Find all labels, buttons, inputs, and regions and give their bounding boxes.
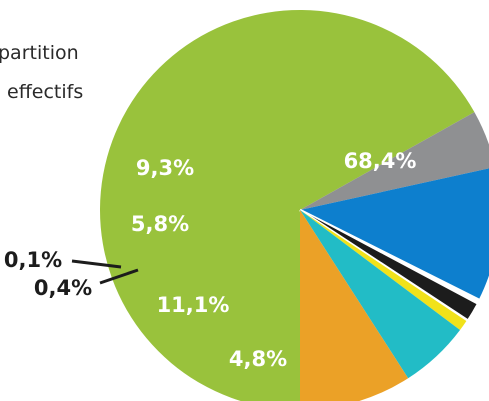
pie-slice — [299, 208, 481, 306]
chart-title-line-1: partition — [0, 42, 79, 64]
pie-slice — [299, 208, 469, 323]
pie-slice — [300, 168, 489, 300]
chart-title-line-2: effectifs — [7, 81, 84, 103]
pie-slice — [99, 10, 475, 401]
pie-slice — [300, 210, 409, 401]
slice-label: 9,3% — [136, 156, 194, 180]
pie-slice — [300, 112, 489, 210]
leader-line — [71, 259, 122, 269]
slice-label: 68,4% — [344, 149, 417, 173]
leader-line — [99, 268, 139, 285]
slice-label: 11,1% — [157, 293, 230, 317]
slice-label: 4,8% — [229, 347, 287, 371]
slice-label: 5,8% — [131, 212, 189, 236]
slice-label: 0,4% — [34, 276, 92, 300]
pie-slice — [300, 210, 477, 320]
pie-slice — [300, 210, 467, 330]
pie-slice — [300, 210, 461, 379]
slice-label: 0,1% — [4, 248, 62, 272]
